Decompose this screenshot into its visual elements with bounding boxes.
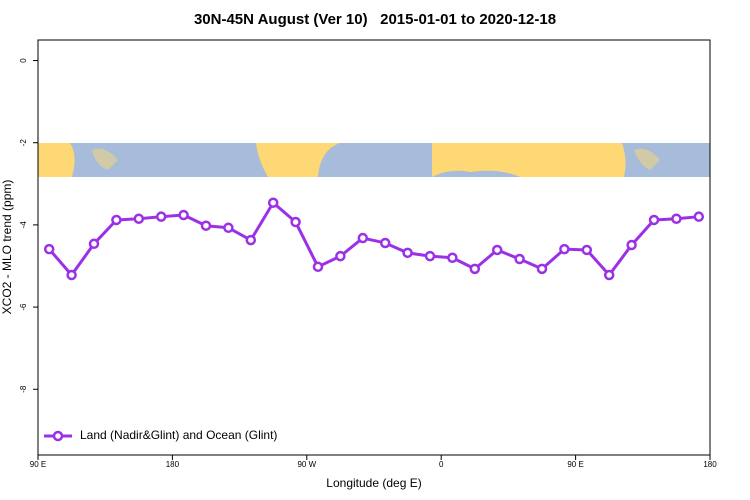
point [155, 211, 167, 222]
y-tick-label: 0 [19, 58, 28, 63]
x-axis-label: Longitude (deg E) [326, 476, 421, 490]
point [245, 234, 257, 246]
point [559, 243, 570, 255]
point [469, 263, 481, 275]
point [312, 261, 324, 273]
x-tick-label: 180 [703, 460, 717, 469]
point [223, 222, 234, 234]
point [66, 269, 77, 281]
point [671, 213, 682, 224]
land [634, 148, 660, 170]
y-tick-label: -4 [19, 221, 28, 229]
point [514, 253, 525, 265]
y-tick-label: -6 [19, 303, 28, 311]
point [335, 250, 346, 262]
point [693, 211, 705, 222]
x-tick-label: 90 E [567, 460, 583, 469]
point [402, 247, 413, 259]
point [111, 214, 122, 226]
point [133, 213, 145, 224]
point [447, 252, 458, 264]
point [581, 244, 593, 256]
series-line [48, 201, 699, 277]
x-tick-label: 90 E [30, 460, 46, 469]
point [178, 209, 189, 221]
point [88, 238, 100, 250]
y-axis-label: XCO2 - MLO trend (ppm) [0, 180, 14, 315]
land [256, 143, 340, 177]
legend-marker [52, 430, 64, 442]
land [92, 148, 118, 170]
chart-title: 30N-45N August (Ver 10) 2015-01-01 to 20… [194, 11, 556, 28]
point [267, 197, 279, 208]
x-tick-label: 180 [166, 460, 180, 469]
y-tick-label: -8 [19, 385, 28, 393]
point [603, 269, 615, 281]
map-band [38, 143, 710, 177]
point [491, 244, 503, 256]
x-tick-label: 90 W [297, 460, 316, 469]
land [432, 143, 626, 177]
point [290, 216, 301, 228]
land [38, 143, 75, 177]
point [648, 214, 660, 226]
point [200, 220, 212, 231]
plot-frame [37, 39, 711, 456]
point [626, 239, 637, 251]
point [357, 232, 369, 244]
point [379, 237, 391, 249]
point [424, 250, 436, 262]
y-tick-label: -2 [19, 139, 28, 147]
legend-label: Land (Nadir&Glint) and Ocean (Glint) [80, 428, 277, 442]
x-tick-label: 0 [439, 460, 444, 469]
point [43, 243, 55, 255]
point [536, 263, 548, 275]
